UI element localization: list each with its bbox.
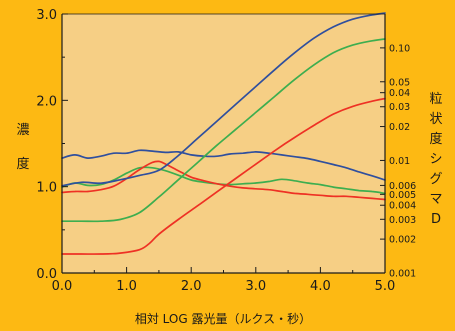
y2-tick-label: 0.005 xyxy=(389,190,416,201)
y2-tick-label: 0.05 xyxy=(389,77,410,88)
y2-tick-label: 0.02 xyxy=(389,122,410,133)
y-tick-label: 0.0 xyxy=(36,267,57,282)
x-tick-label: 2.0 xyxy=(181,279,202,294)
x-tick-label: 5.0 xyxy=(375,279,396,294)
y2-tick-label: 0.002 xyxy=(389,235,416,246)
density-curve-red xyxy=(61,97,386,255)
y2-tick-label: 0.03 xyxy=(389,102,410,113)
y2-axis-label-char: 粒 xyxy=(429,92,442,107)
y2-tick-label: 0.001 xyxy=(389,269,416,280)
y-tick-label: 1.0 xyxy=(36,181,57,196)
x-tick-label: 1.0 xyxy=(116,279,137,294)
y-axis-label-char: 度 xyxy=(16,156,29,172)
y2-tick-label: 0.003 xyxy=(389,215,416,226)
x-axis-label: 相対 LOG 露光量（ルクス・秒） xyxy=(135,312,311,326)
y-tick-label: 2.0 xyxy=(36,94,57,109)
y2-tick-label: 0.004 xyxy=(389,201,416,212)
y2-axis-label-char: 状 xyxy=(429,112,442,127)
y2-axis-label-char: グ xyxy=(429,172,442,187)
y-tick-label: 3.0 xyxy=(36,8,57,23)
granularity-curve-blue xyxy=(61,149,386,181)
plot-area xyxy=(62,14,385,273)
y2-tick-label: 0.006 xyxy=(389,181,416,192)
y2-axis-label-char: シ xyxy=(429,152,442,167)
x-tick-label: 4.0 xyxy=(310,279,331,294)
axes-layer: 0.0 1.0 2.0 3.0 4.0 5.00.01.02.03.00.100.050.… xyxy=(36,8,416,294)
y2-axis-label-char: D xyxy=(431,212,441,227)
y2-tick-label: 0.01 xyxy=(389,156,410,167)
y2-tick-label: 0.10 xyxy=(389,43,410,54)
granularity-curve-red xyxy=(61,160,386,201)
y2-axis-label-char: マ xyxy=(429,192,442,207)
density-curve-blue xyxy=(61,12,386,187)
y2-axis-label-char: 度 xyxy=(429,131,442,147)
curves-layer xyxy=(61,12,386,255)
x-tick-label: 3.0 xyxy=(245,279,266,294)
y-axis-label-char: 濃 xyxy=(16,123,29,138)
density-curve-green xyxy=(61,38,386,223)
y2-tick-label: 0.04 xyxy=(389,88,410,99)
x-tick-label: 0.0 xyxy=(52,279,73,294)
